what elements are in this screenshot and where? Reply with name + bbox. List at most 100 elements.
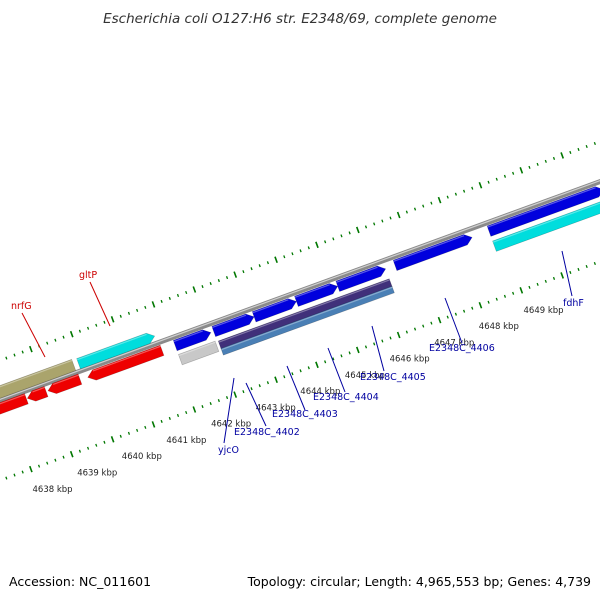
- outer-tick: [446, 195, 449, 199]
- gene-label-fdhF[interactable]: fdhF: [563, 298, 584, 309]
- inner-tick: [413, 327, 417, 331]
- outer-tick: [413, 207, 417, 211]
- outer-tick: [560, 152, 565, 159]
- inner-tick: [250, 387, 253, 391]
- outer-tick: [95, 323, 98, 327]
- outer-tick: [593, 141, 596, 146]
- feature-blue-5[interactable]: [335, 264, 388, 292]
- gene-label-yjcO[interactable]: yjcO: [218, 445, 239, 456]
- inner-tick: [291, 372, 294, 376]
- genome-backbone: [0, 178, 600, 404]
- outer-tick: [340, 234, 343, 238]
- feature-red-2[interactable]: [25, 385, 49, 403]
- inner-tick: [151, 421, 156, 428]
- inner-tick: [266, 381, 270, 385]
- outer-tick: [512, 171, 515, 175]
- inner-tick: [332, 357, 335, 361]
- feature-red-4[interactable]: [86, 344, 165, 382]
- feature-yjcO[interactable]: [178, 340, 220, 366]
- inner-tick: [340, 354, 343, 358]
- kbp-label: 4641 kbp: [166, 436, 206, 446]
- inner-tick: [233, 391, 238, 398]
- inner-tick: [577, 267, 580, 272]
- gene-label-E2348C_4406[interactable]: E2348C_4406: [429, 343, 495, 354]
- gene-label-E2348C_4405[interactable]: E2348C_4405: [360, 372, 426, 383]
- kbp-label: 4647 kbp: [434, 338, 474, 348]
- inner-tick: [512, 291, 515, 295]
- inner-tick: [192, 406, 197, 413]
- outer-tick: [437, 196, 442, 204]
- inner-tick: [381, 339, 384, 343]
- inner-tick: [13, 473, 16, 477]
- gene-label-gltP[interactable]: gltP: [79, 270, 97, 281]
- inner-tick: [168, 416, 171, 420]
- outer-tick: [274, 256, 278, 263]
- inner-tick: [454, 312, 458, 316]
- feature-blue-2[interactable]: [211, 312, 256, 338]
- outer-tick: [332, 237, 335, 241]
- inner-tick: [258, 384, 261, 388]
- outer-tick: [160, 299, 163, 303]
- gene-label-E2348C_4403[interactable]: E2348C_4403: [272, 409, 338, 420]
- feature-red-3[interactable]: [46, 373, 83, 396]
- feature-gltP[interactable]: [76, 331, 157, 370]
- inner-tick: [283, 375, 286, 379]
- feature-blue-3[interactable]: [251, 296, 298, 323]
- feature-red-1[interactable]: [0, 393, 29, 418]
- outer-tick: [168, 296, 171, 300]
- inner-tick: [95, 443, 98, 447]
- inner-tick: [389, 336, 392, 340]
- outer-tick: [127, 311, 131, 315]
- feature-cyan-right[interactable]: [492, 199, 600, 252]
- inner-tick: [242, 390, 245, 394]
- outer-tick: [54, 338, 57, 342]
- gene-label-E2348C_4402[interactable]: E2348C_4402: [234, 427, 300, 438]
- outer-tick: [217, 279, 220, 283]
- inner-tick: [422, 324, 425, 328]
- outer-tick: [110, 316, 115, 323]
- feature-blue-4[interactable]: [294, 281, 339, 307]
- outer-tick: [552, 156, 556, 160]
- outer-tick: [471, 186, 474, 190]
- map-title: Escherichia coli O127:H6 str. E2348/69, …: [103, 11, 497, 27]
- outer-tick: [242, 270, 245, 274]
- outer-tick: [389, 216, 392, 220]
- inner-tick: [46, 461, 49, 465]
- outer-tick: [544, 159, 547, 163]
- outer-tick: [151, 301, 156, 308]
- outer-tick: [430, 201, 433, 205]
- outer-tick: [62, 335, 65, 339]
- outer-tick: [373, 222, 376, 226]
- gene-label-E2348C_4404[interactable]: E2348C_4404: [313, 392, 379, 403]
- inner-tick: [478, 301, 483, 309]
- outer-tick: [86, 326, 90, 330]
- inner-tick: [355, 346, 360, 354]
- outer-tick: [209, 282, 212, 286]
- outer-tick: [315, 241, 319, 249]
- outer-tick: [299, 249, 302, 253]
- feature-fdhF[interactable]: [486, 184, 600, 237]
- inner-tick: [136, 428, 139, 432]
- inner-tick: [176, 413, 180, 418]
- outer-tick: [13, 353, 16, 357]
- feature-steel[interactable]: [220, 285, 395, 356]
- inner-tick: [21, 470, 24, 474]
- outer-tick: [78, 329, 82, 333]
- outer-tick: [266, 261, 270, 265]
- feature-blue-1[interactable]: [172, 327, 212, 352]
- outer-tick: [487, 180, 490, 184]
- inner-tick: [437, 316, 442, 324]
- outer-tick: [103, 320, 106, 324]
- outer-tick: [5, 356, 8, 360]
- inner-tick: [29, 465, 33, 473]
- outer-tick: [495, 177, 498, 181]
- feature-blue-6[interactable]: [392, 232, 474, 271]
- outer-tick: [348, 231, 351, 235]
- gene-label-nrfG[interactable]: nrfG: [11, 301, 32, 312]
- outer-tick: [46, 341, 49, 345]
- leader-lines: [21, 250, 573, 444]
- outer-tick: [536, 162, 539, 166]
- feature-nrfG-pseudo[interactable]: [0, 358, 77, 403]
- outer-tick: [569, 150, 572, 154]
